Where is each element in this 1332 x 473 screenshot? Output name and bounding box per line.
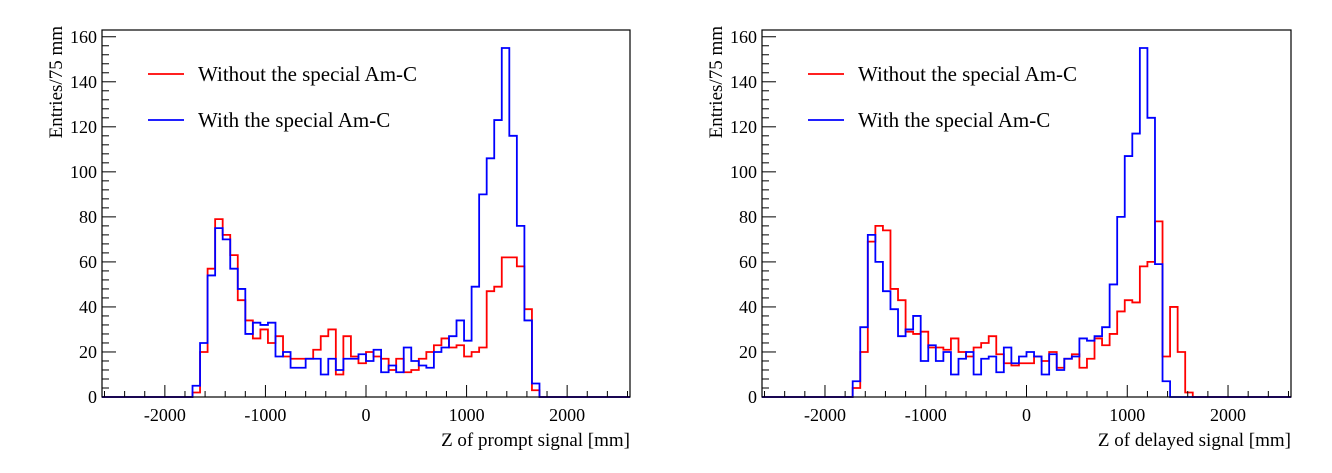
y-tick-label: 60 [739, 252, 757, 272]
y-axis-title: Entries/75 mm [706, 26, 727, 139]
y-tick-label: 120 [730, 117, 757, 137]
y-tick-label: 0 [748, 387, 757, 407]
y-tick-label: 160 [730, 27, 757, 47]
series-line-with-amc [102, 47, 630, 398]
y-tick-label: 140 [70, 72, 97, 92]
chart-panel-1: -2000 -1000 0 1000 2000 0 20 40 60 80 100 120 140 160… [46, 26, 631, 451]
y-tick-label: 140 [730, 72, 757, 92]
y-tick-label: 0 [88, 387, 97, 407]
x-tick-label: -2000 [804, 405, 846, 425]
y-tick-label: 80 [79, 207, 97, 227]
series-line-without-amc [762, 220, 1291, 398]
legend-label: With the special Am-C [198, 108, 390, 132]
y-tick-label: 120 [70, 117, 97, 137]
x-tick-label: 0 [1022, 405, 1031, 425]
x-axis-title: Z of prompt signal [mm] [441, 430, 630, 451]
y-tick-label: 20 [79, 342, 97, 362]
x-tick-label: 2000 [549, 405, 585, 425]
y-tick-label: 160 [70, 27, 97, 47]
y-tick-label: 100 [70, 162, 97, 182]
x-tick-label: 0 [362, 405, 371, 425]
y-tick-label: 20 [739, 342, 757, 362]
chart-panel-2: -2000 -1000 0 1000 2000 0 20 40 60 80 100 120 140 160… [706, 26, 1292, 451]
x-tick-label: 1000 [449, 405, 485, 425]
x-tick-label: 1000 [1109, 405, 1145, 425]
x-tick-label: -1000 [244, 405, 286, 425]
y-tick-label: 100 [730, 162, 757, 182]
y-tick-label: 60 [79, 252, 97, 272]
legend: Without the special Am-C With the special… [808, 62, 1077, 132]
series-line-with-amc [762, 47, 1291, 398]
series-line-without-amc [102, 218, 630, 398]
legend-label: Without the special Am-C [858, 62, 1077, 86]
y-tick-label: 80 [739, 207, 757, 227]
x-tick-label: 2000 [1210, 405, 1246, 425]
y-tick-label: 40 [79, 297, 97, 317]
legend: Without the special Am-C With the special… [148, 62, 417, 132]
y-axis-title: Entries/75 mm [46, 26, 67, 139]
x-axis-title: Z of delayed signal [mm] [1098, 430, 1291, 451]
legend-label: Without the special Am-C [198, 62, 417, 86]
legend-label: With the special Am-C [858, 108, 1050, 132]
x-tick-label: -1000 [905, 405, 947, 425]
y-tick-label: 40 [739, 297, 757, 317]
x-tick-label: -2000 [144, 405, 186, 425]
